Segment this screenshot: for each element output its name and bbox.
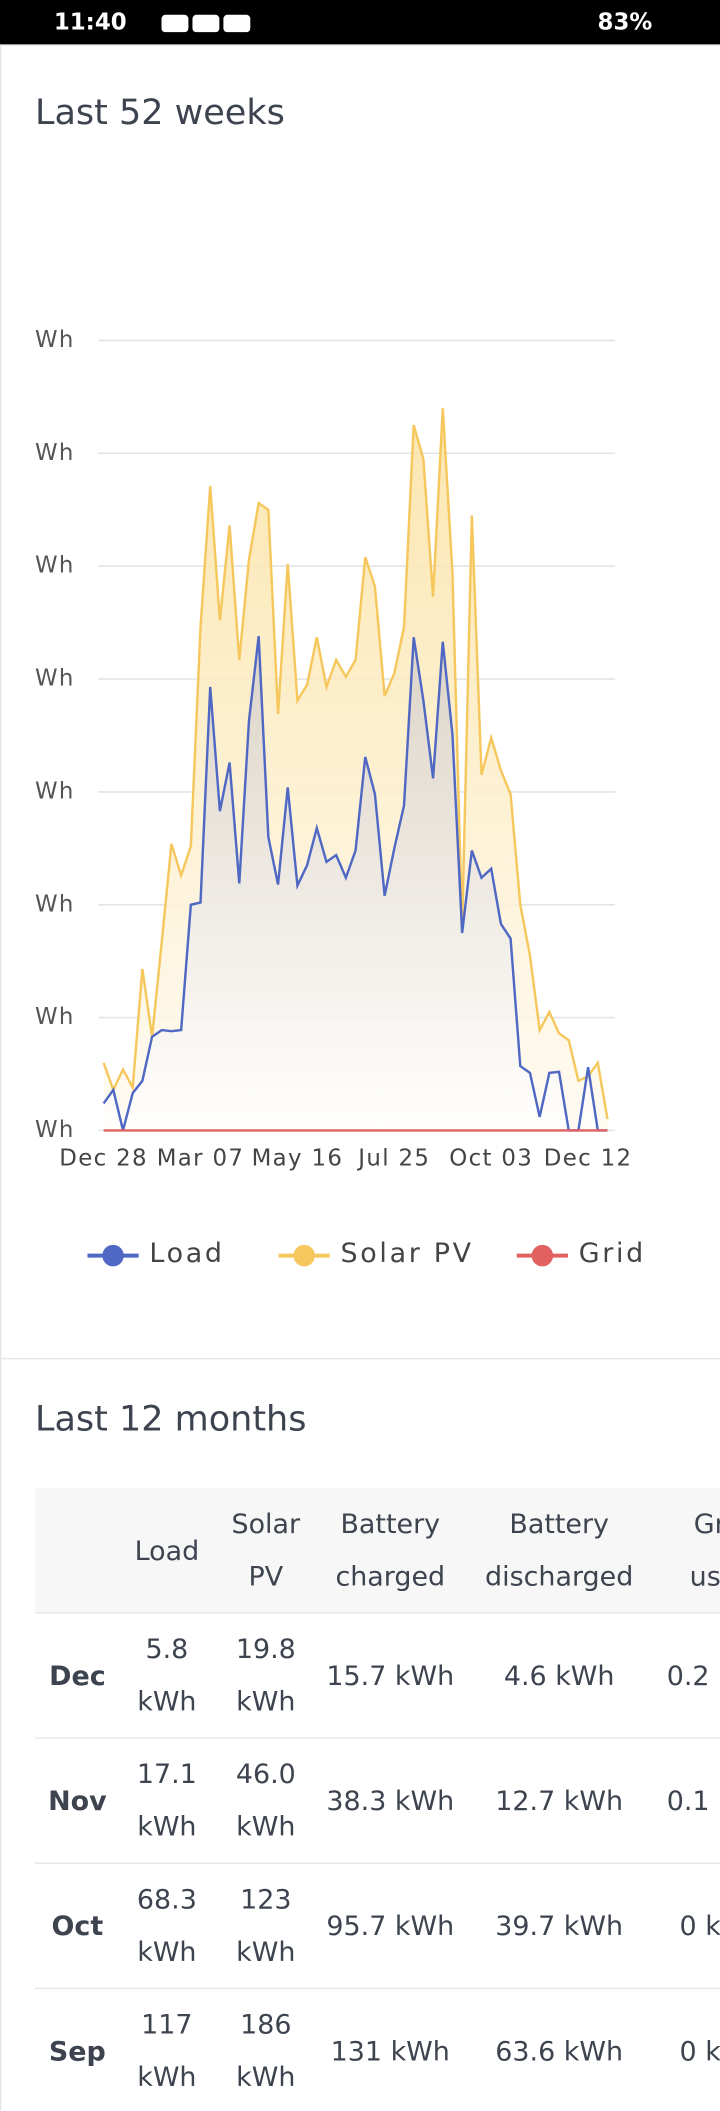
- cell: 19.8 kWh: [213, 1612, 318, 1739]
- clock: 11:40: [53, 9, 127, 37]
- legend-marker: [531, 1244, 554, 1267]
- summary-table: Load Solar PV Battery charged Battery disch…: [34, 1488, 720, 2111]
- cell: 68.3 kWh: [119, 1863, 214, 1990]
- y-tick-label: Wh: [35, 1004, 75, 1030]
- cell: 4.6 kWh: [462, 1612, 656, 1739]
- cell: 5.8 kWh: [119, 1612, 214, 1739]
- chart-card: Last 52 weeks: [0, 44, 720, 1358]
- x-tick-label: Dec 12: [544, 1145, 633, 1171]
- y-tick-label: Wh: [35, 666, 75, 692]
- cell: 117 kWh: [119, 1988, 214, 2111]
- table-title: Last 12 months: [34, 1399, 307, 1440]
- legend-marker: [293, 1244, 315, 1267]
- header-row: Load Solar PV Battery charged Battery disch…: [34, 1488, 720, 1614]
- column-header: Solar PV: [213, 1488, 318, 1614]
- corner-cell: [34, 1488, 120, 1614]
- cell: 12.7 kWh: [462, 1738, 656, 1864]
- column-header: Grid used: [655, 1488, 720, 1614]
- cell: 63.6 kWh: [462, 1988, 656, 2111]
- x-tick-label: Mar 07: [157, 1145, 245, 1171]
- legend-label: Grid: [579, 1238, 646, 1269]
- column-header: Load: [119, 1488, 214, 1614]
- y-tick-label: Wh: [35, 327, 75, 353]
- cell: 186 kWh: [213, 1988, 318, 2111]
- cell: 95.7 kWh: [317, 1863, 463, 1990]
- area: [103, 636, 608, 1131]
- table-card: Last 12 months Load Solar PV Battery charg…: [0, 1357, 720, 2111]
- line: [102, 636, 608, 1132]
- x-tick-label: Jul 25: [356, 1145, 430, 1171]
- battery: 83%: [597, 9, 653, 37]
- cell: 17.1 kWh: [119, 1738, 214, 1864]
- x-tick-label: May 16: [252, 1145, 344, 1171]
- cell: 46.0 kWh: [213, 1738, 318, 1864]
- row-label: Oct: [34, 1863, 120, 1990]
- row-label: Dec: [34, 1612, 120, 1739]
- y-tick-label: Wh: [35, 440, 75, 466]
- cell: 0 kWh: [655, 1988, 720, 2111]
- cell: 123 kWh: [213, 1863, 318, 1990]
- cell: 15.7 kWh: [317, 1612, 463, 1739]
- cell: 39.7 kWh: [462, 1863, 656, 1990]
- cell: 0.2 kWh: [655, 1612, 720, 1739]
- notification-icons: [161, 14, 251, 33]
- cell: 38.3 kWh: [317, 1738, 463, 1864]
- cell: 0.1 kWh: [655, 1738, 720, 1864]
- legend-marker: [102, 1244, 124, 1267]
- legend-item[interactable]: Grid: [516, 1238, 646, 1269]
- x-tick-label: Dec 28: [59, 1145, 148, 1171]
- column-header: Battery charged: [317, 1488, 463, 1614]
- x-tick-label: Oct 03: [449, 1145, 533, 1171]
- legend-item[interactable]: Solar PV: [278, 1238, 474, 1269]
- y-tick-label: Wh: [35, 891, 75, 917]
- status-bar: 11:40 83%: [0, 0, 720, 45]
- cell: 0 kWh: [655, 1863, 720, 1990]
- cell: 131 kWh: [317, 1988, 463, 2111]
- column-header: Battery discharged: [462, 1488, 656, 1614]
- line: [102, 408, 609, 1120]
- row-label: Sep: [34, 1988, 120, 2111]
- legend-item[interactable]: Load: [87, 1238, 224, 1269]
- y-tick-label: Wh: [35, 553, 75, 579]
- y-tick-label: Wh: [35, 778, 75, 804]
- legend-label: Load: [149, 1238, 224, 1269]
- legend-label: Solar PV: [340, 1238, 473, 1269]
- y-tick-label: Wh: [35, 1117, 75, 1143]
- chart-title: Last 52 weeks: [34, 92, 285, 134]
- row-label: Nov: [34, 1738, 120, 1864]
